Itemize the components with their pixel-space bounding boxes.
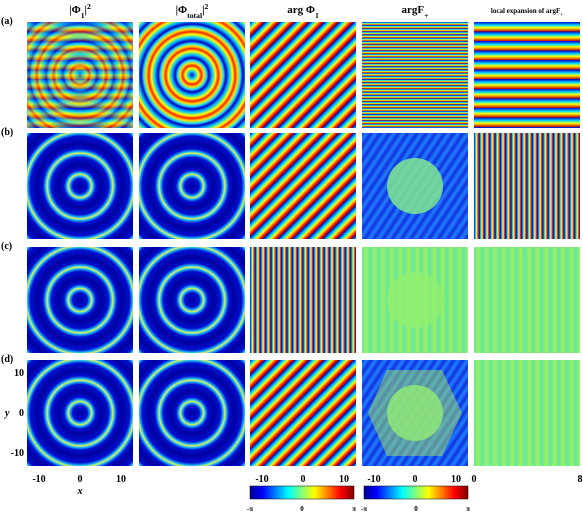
panel-overlay <box>387 272 443 328</box>
panel-image <box>139 247 245 353</box>
y-tick-label: 10 <box>14 368 24 379</box>
header-base: arg Φ <box>287 4 315 16</box>
panel-image <box>474 22 580 128</box>
row-label: (b) <box>1 127 13 138</box>
column-header: |Φ1|2 <box>69 2 91 20</box>
colorbar-tick-label: -π <box>361 505 367 513</box>
panel-image <box>139 22 245 128</box>
panel-image <box>474 360 580 466</box>
colorbar-tick-label: 0 <box>300 505 304 513</box>
header-base: local expansion of argF <box>491 7 560 15</box>
panel-image <box>27 360 133 466</box>
panel-image <box>362 22 468 128</box>
panel-image <box>139 360 245 466</box>
colorbar <box>363 485 469 500</box>
x-tick-label: -10 <box>255 474 268 485</box>
header-base: argF <box>402 4 425 16</box>
x-tick-label: 10 <box>116 474 126 485</box>
x-tick-label: -10 <box>367 474 380 485</box>
colorbar <box>249 485 355 500</box>
panel-overlay <box>27 22 133 128</box>
panel-image <box>250 360 356 466</box>
panels <box>27 22 580 466</box>
colorbar-tick-label: π <box>352 505 356 513</box>
row-label: (d) <box>1 354 13 365</box>
header-tail: | <box>202 4 204 16</box>
panel-image <box>474 133 580 239</box>
column-header: |Φtotal|2 <box>176 2 209 20</box>
x-axis-label: x <box>77 486 83 497</box>
panel-image <box>474 247 580 353</box>
panel-image <box>250 247 356 353</box>
header-sub: total <box>187 11 202 20</box>
header-sub: + <box>424 11 428 20</box>
header-sup: 2 <box>205 2 209 11</box>
header-sub: 1 <box>315 11 319 20</box>
header-sub: 1 <box>81 11 85 20</box>
panel-image <box>250 22 356 128</box>
x-tick-label: 0 <box>413 474 418 485</box>
x-tick-label: 0 <box>78 474 83 485</box>
header-sub: + <box>560 13 563 18</box>
colorbar-tick-label: -π <box>247 505 253 513</box>
colorbar-tick-label: π <box>466 505 470 513</box>
column-header: local expansion of argF+ <box>491 7 563 18</box>
panel-image <box>27 133 133 239</box>
x-tick-label: 8 <box>578 474 583 485</box>
x-tick-label: -10 <box>32 474 45 485</box>
y-axis-label: y <box>4 408 10 419</box>
y-tick-label: 0 <box>19 408 24 419</box>
column-header: argF+ <box>402 4 429 20</box>
row-label: (c) <box>1 241 12 252</box>
panel-overlay <box>387 158 443 214</box>
header-tail: | <box>85 4 87 16</box>
x-tick-label: 0 <box>301 474 306 485</box>
y-tick-label: -10 <box>11 448 24 459</box>
colorbar-tick-label: 0 <box>414 505 418 513</box>
column-header: arg Φ1 <box>287 4 319 20</box>
x-tick-label: 10 <box>451 474 461 485</box>
header-base: |Φ <box>176 4 188 16</box>
header-base: |Φ <box>69 4 81 16</box>
panel-image <box>27 247 133 353</box>
x-tick-label: 10 <box>339 474 349 485</box>
row-label: (a) <box>1 16 13 27</box>
panel-image <box>250 133 356 239</box>
panel-image <box>139 133 245 239</box>
panel-overlay <box>368 370 462 456</box>
x-tick-label: 0 <box>472 474 477 485</box>
header-sup: 2 <box>87 2 91 11</box>
